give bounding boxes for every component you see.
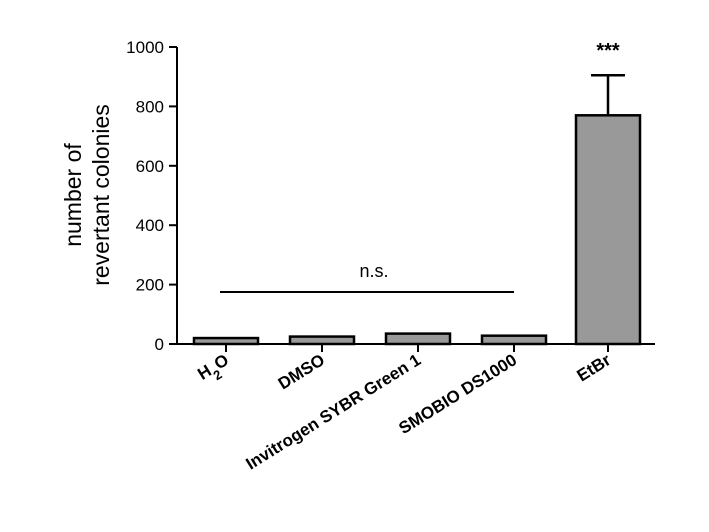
y-axis-title-line1: number of bbox=[60, 143, 86, 247]
annotations: n.s. *** bbox=[220, 40, 620, 293]
y-tick-label: 1000 bbox=[126, 38, 164, 57]
x-tick-label: H2O bbox=[194, 350, 235, 389]
y-ticks: 0 200 400 600 800 1000 bbox=[126, 38, 177, 354]
x-tick-label: Invitrogen SYBR Green 1 bbox=[243, 350, 425, 473]
bar bbox=[574, 114, 642, 346]
bar bbox=[480, 334, 548, 346]
y-tick-label: 400 bbox=[136, 216, 164, 235]
ns-label: n.s. bbox=[359, 261, 388, 281]
y-tick-label: 200 bbox=[136, 276, 164, 295]
bar bbox=[192, 336, 260, 346]
bar bbox=[384, 332, 452, 346]
y-tick-label: 600 bbox=[136, 157, 164, 176]
bar bbox=[288, 335, 356, 346]
error-bars bbox=[591, 73, 625, 116]
x-tick-label: DMSO bbox=[275, 350, 328, 393]
y-tick-label: 0 bbox=[155, 335, 164, 354]
bars bbox=[192, 114, 642, 346]
y-tick-label: 800 bbox=[136, 97, 164, 116]
x-tick-label: EtBr bbox=[574, 350, 615, 385]
y-axis-title-line2: revertant colonies bbox=[88, 104, 114, 286]
significance-label: *** bbox=[596, 40, 620, 62]
y-axis: 0 200 400 600 800 1000 bbox=[126, 38, 178, 354]
x-ticks bbox=[225, 344, 609, 352]
